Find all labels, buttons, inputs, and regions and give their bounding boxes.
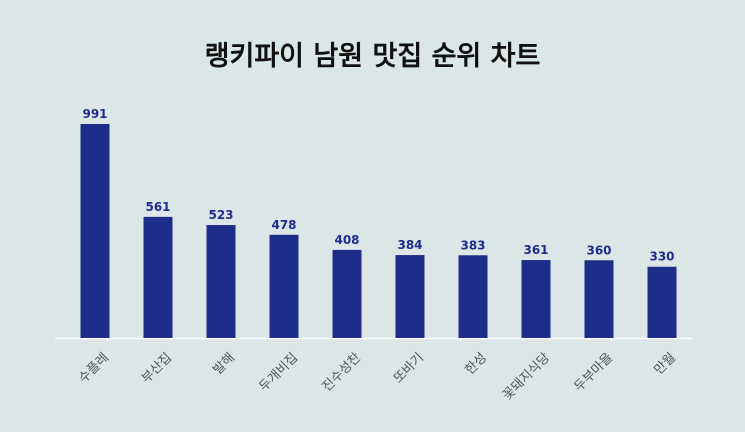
bar — [521, 260, 551, 338]
bar — [458, 255, 488, 338]
bar — [143, 216, 173, 338]
chart-title: 랭키파이 남원 맛집 순위 차트 — [204, 41, 541, 72]
bar — [206, 225, 236, 338]
bar — [269, 234, 299, 338]
bar — [647, 266, 677, 338]
bar — [584, 260, 614, 338]
data-label: 991 — [82, 107, 107, 121]
x-tick-label: 두개비집 — [257, 350, 301, 394]
data-label: 361 — [523, 243, 548, 257]
data-label: 478 — [271, 218, 296, 232]
data-label: 408 — [334, 233, 359, 247]
x-tick-label: 또바기 — [391, 350, 427, 386]
data-label: 383 — [460, 238, 485, 252]
data-label: 384 — [397, 238, 422, 252]
x-tick-label: 두부마을 — [572, 350, 616, 394]
x-tick-label: 수플레 — [76, 350, 112, 386]
data-label: 330 — [649, 250, 674, 264]
x-tick-label: 한성 — [463, 350, 491, 378]
x-tick-label: 진수성찬 — [320, 350, 364, 394]
data-label: 360 — [586, 243, 611, 257]
bar — [80, 124, 110, 338]
data-label: 561 — [145, 200, 170, 214]
bar — [332, 249, 362, 338]
bar — [395, 255, 425, 338]
data-label: 523 — [208, 208, 233, 222]
x-tick-label: 꽃돼지식당 — [500, 350, 553, 403]
x-tick-label: 만월 — [652, 350, 680, 378]
x-tick-label: 부산집 — [139, 350, 175, 386]
x-tick-label: 발해 — [211, 350, 239, 378]
